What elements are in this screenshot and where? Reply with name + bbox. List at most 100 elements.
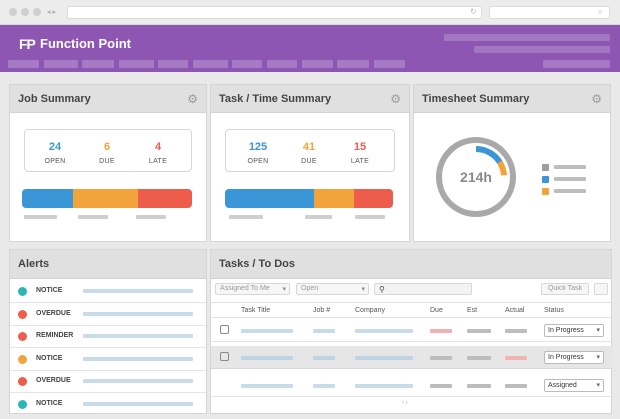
status-value: In Progress: [548, 327, 584, 334]
alert-row[interactable]: OVERDUE: [10, 303, 206, 326]
table-row[interactable]: In Progress ▾: [211, 346, 612, 369]
alert-detail: [83, 311, 193, 316]
alert-detail: [83, 401, 193, 406]
browser-search-icon[interactable]: ⌕: [598, 7, 603, 16]
window-minimize-dot[interactable]: [21, 8, 29, 16]
alert-label: OVERDUE: [36, 309, 71, 317]
nav-item[interactable]: [82, 60, 114, 68]
col-company[interactable]: Company: [355, 307, 385, 314]
nav-item[interactable]: [8, 60, 39, 68]
quick-task-button[interactable]: Quick Task: [541, 283, 589, 295]
bar-segment-due: [73, 189, 138, 208]
gear-icon[interactable]: ⚙: [390, 92, 401, 106]
task-late-label: LATE: [350, 158, 370, 165]
alert-detail: [83, 356, 193, 361]
clock-icon[interactable]: [220, 352, 229, 361]
company-value: [355, 384, 413, 388]
alert-label: OVERDUE: [36, 377, 71, 384]
nav-arrows-icon[interactable]: ◂ ▸: [47, 9, 56, 16]
bar-segment-late: [137, 189, 192, 208]
nav-item[interactable]: [302, 60, 333, 68]
window-maximize-dot[interactable]: [33, 8, 41, 16]
nav-item[interactable]: [193, 60, 228, 68]
donut-blue-arc: [445, 146, 507, 208]
alert-row[interactable]: NOTICE: [10, 348, 206, 371]
panel-title: Task / Time Summary: [219, 93, 332, 105]
alert-label: REMINDER: [36, 332, 74, 339]
alert-detail: [83, 334, 193, 338]
col-status[interactable]: Status: [544, 307, 564, 314]
address-bar[interactable]: [67, 6, 482, 19]
task-late-count: 15: [353, 141, 367, 153]
panel-header: Tasks / To Dos: [211, 250, 611, 279]
job-open-count: 24: [48, 141, 62, 153]
pager-arrows-icon[interactable]: ‹ ›: [402, 400, 408, 406]
assigned-filter-value: Assigned To Me: [220, 285, 270, 292]
chevron-down-icon: ▾: [361, 286, 365, 293]
col-job-number[interactable]: Job #: [313, 307, 331, 314]
gear-icon[interactable]: ⚙: [591, 92, 602, 106]
job-late-label: LATE: [148, 158, 168, 165]
legend-line: [554, 165, 586, 169]
status-value: Assigned: [548, 382, 577, 389]
alert-row[interactable]: NOTICE: [10, 280, 206, 303]
nav-item[interactable]: [267, 60, 297, 68]
placeholder-line: [24, 215, 57, 219]
alert-row[interactable]: REMINDER: [10, 325, 206, 348]
alert-label: NOTICE: [36, 354, 63, 362]
chevron-down-icon: ▾: [596, 327, 600, 334]
panel-header: Alerts: [10, 250, 206, 279]
divider: [211, 302, 611, 303]
nav-item[interactable]: [337, 60, 369, 68]
clock-icon[interactable]: [220, 325, 229, 334]
gear-icon[interactable]: ⚙: [187, 92, 198, 106]
placeholder-line: [229, 215, 263, 219]
alert-row[interactable]: NOTICE: [10, 393, 206, 414]
window-close-dot[interactable]: [9, 8, 17, 16]
app-name: Function Point: [40, 36, 131, 51]
alert-label: NOTICE: [36, 399, 63, 407]
reload-icon[interactable]: ↻: [470, 7, 477, 16]
nav-item[interactable]: [44, 60, 78, 68]
assigned-filter-select[interactable]: Assigned To Me ▾: [215, 283, 290, 295]
legend-swatch: [542, 164, 549, 171]
nav-item[interactable]: [374, 60, 405, 68]
table-row[interactable]: In Progress ▾: [211, 319, 612, 342]
job-due-label: DUE: [99, 158, 115, 165]
divider: [211, 317, 611, 318]
col-due[interactable]: Due: [430, 307, 443, 314]
chevron-down-icon: ▾: [596, 354, 600, 361]
quick-task-add-button[interactable]: [594, 283, 608, 295]
browser-search-bar[interactable]: [489, 6, 610, 19]
alert-label: NOTICE: [36, 287, 63, 294]
chevron-down-icon: ▾: [282, 286, 286, 293]
task-search-input[interactable]: ⚲: [374, 283, 472, 295]
table-row[interactable]: Assigned ▾: [211, 374, 612, 397]
status-select[interactable]: Assigned ▾: [544, 379, 604, 392]
col-est[interactable]: Est: [467, 307, 478, 314]
job-progress-bar: [22, 189, 192, 208]
nav-item[interactable]: [543, 60, 610, 68]
nav-item[interactable]: [158, 60, 188, 68]
task-title-value: [241, 384, 293, 388]
job-number-value: [313, 384, 335, 388]
col-task-title[interactable]: Task Title: [241, 307, 271, 314]
actual-value: [505, 384, 527, 388]
status-select[interactable]: In Progress ▾: [544, 324, 604, 337]
task-title-value: [241, 329, 293, 333]
job-stat-box: [24, 129, 192, 172]
panel-header: Timesheet Summary ⚙: [414, 85, 610, 113]
nav-item[interactable]: [119, 60, 154, 68]
col-actual[interactable]: Actual: [505, 307, 525, 314]
status-select[interactable]: In Progress ▾: [544, 351, 604, 364]
open-filter-select[interactable]: Open ▾: [296, 283, 369, 295]
task-time-summary-panel: Task / Time Summary ⚙ 125 OPEN 41 DUE 15…: [210, 84, 410, 242]
job-open-label: OPEN: [44, 158, 66, 165]
due-value: [430, 329, 452, 333]
nav-item[interactable]: [232, 60, 262, 68]
company-value: [355, 356, 413, 360]
alerts-panel: Alerts NOTICE OVERDUE REMINDER NOTICE OVERDU…: [9, 249, 207, 414]
timesheet-summary-panel: Timesheet Summary ⚙ 214h: [413, 84, 611, 242]
alert-row[interactable]: OVERDUE: [10, 370, 206, 393]
job-summary-panel: Job Summary ⚙ 24 OPEN 6 DUE 4 LATE: [9, 84, 207, 242]
